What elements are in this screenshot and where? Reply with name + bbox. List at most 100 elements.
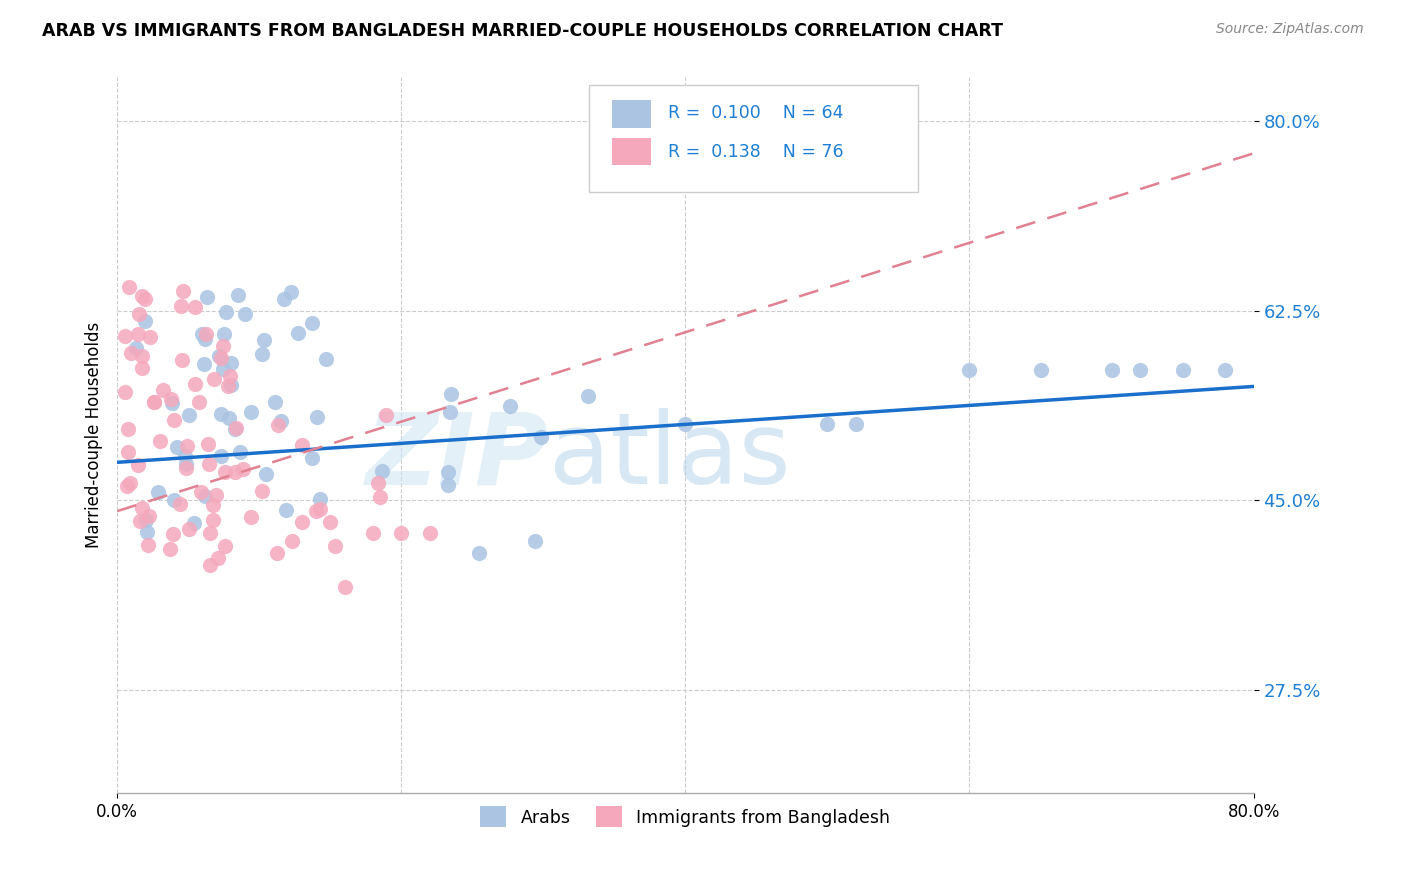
Point <box>1129 363 1152 377</box>
Text: Source: ZipAtlas.com: Source: ZipAtlas.com <box>1216 22 1364 37</box>
Point <box>389 525 412 540</box>
Point <box>1101 363 1123 377</box>
Point <box>240 510 263 524</box>
Point <box>499 399 522 413</box>
Point <box>523 533 546 548</box>
Point <box>163 493 186 508</box>
Point <box>117 422 139 436</box>
Point <box>228 287 250 301</box>
Text: R =  0.138    N = 76: R = 0.138 N = 76 <box>668 143 844 161</box>
Point <box>195 290 218 304</box>
Point <box>308 502 330 516</box>
Text: ZIP: ZIP <box>366 409 548 505</box>
Point <box>305 410 328 425</box>
Point <box>212 339 235 353</box>
Point <box>361 525 384 540</box>
Point <box>305 504 328 518</box>
Point <box>160 392 183 407</box>
Point <box>439 405 461 419</box>
Point <box>219 368 242 383</box>
Point <box>169 497 191 511</box>
Point <box>204 488 226 502</box>
Point <box>291 515 314 529</box>
Text: ARAB VS IMMIGRANTS FROM BANGLADESH MARRIED-COUPLE HOUSEHOLDS CORRELATION CHART: ARAB VS IMMIGRANTS FROM BANGLADESH MARRI… <box>42 22 1002 40</box>
Point <box>419 525 441 540</box>
Point <box>276 503 298 517</box>
Point <box>170 353 193 368</box>
Point <box>436 477 458 491</box>
Point <box>270 414 292 428</box>
Point <box>273 292 295 306</box>
Point <box>138 508 160 523</box>
Point <box>135 512 157 526</box>
Point <box>301 450 323 465</box>
Point <box>301 316 323 330</box>
Legend: Arabs, Immigrants from Bangladesh: Arabs, Immigrants from Bangladesh <box>474 799 897 834</box>
Point <box>224 466 246 480</box>
FancyBboxPatch shape <box>612 100 651 128</box>
Point <box>207 349 229 363</box>
Point <box>187 394 209 409</box>
Point <box>315 352 337 367</box>
Point <box>219 355 242 369</box>
Point <box>194 489 217 503</box>
Point <box>256 467 278 482</box>
Point <box>128 307 150 321</box>
Point <box>131 289 153 303</box>
Point <box>129 514 152 528</box>
Point <box>959 363 981 377</box>
Point <box>673 417 696 432</box>
Y-axis label: Married-couple Households: Married-couple Households <box>86 322 103 549</box>
Point <box>530 430 553 444</box>
Point <box>131 360 153 375</box>
Point <box>253 333 276 347</box>
Point <box>197 437 219 451</box>
Point <box>131 501 153 516</box>
Point <box>159 542 181 557</box>
Point <box>214 327 236 342</box>
Point <box>136 538 159 552</box>
Point <box>127 458 149 473</box>
Point <box>172 284 194 298</box>
Point <box>152 383 174 397</box>
Point <box>1171 363 1194 377</box>
Point <box>198 457 221 471</box>
Point <box>440 387 463 401</box>
Point <box>229 445 252 459</box>
Point <box>468 546 491 560</box>
Point <box>215 304 238 318</box>
Point <box>173 449 195 463</box>
Point <box>115 479 138 493</box>
Point <box>177 408 200 422</box>
Point <box>160 395 183 409</box>
Point <box>437 466 460 480</box>
Point <box>309 491 332 506</box>
Text: atlas: atlas <box>548 409 790 505</box>
Point <box>166 440 188 454</box>
Point <box>117 445 139 459</box>
Point <box>291 438 314 452</box>
Point <box>142 394 165 409</box>
Point <box>200 526 222 541</box>
Point <box>250 483 273 498</box>
Point <box>224 422 246 436</box>
Point <box>202 372 225 386</box>
Point <box>193 358 215 372</box>
Point <box>170 299 193 313</box>
Point <box>135 525 157 540</box>
Point <box>367 475 389 490</box>
Point <box>134 292 156 306</box>
Point <box>264 395 287 409</box>
Point <box>218 411 240 425</box>
Point <box>143 395 166 409</box>
Point <box>266 546 288 560</box>
Point <box>190 485 212 500</box>
Point <box>219 378 242 392</box>
Point <box>845 417 868 432</box>
Point <box>233 308 256 322</box>
Point <box>200 558 222 572</box>
Point <box>195 326 218 341</box>
Point <box>209 351 232 365</box>
Point <box>239 404 262 418</box>
Point <box>177 522 200 536</box>
